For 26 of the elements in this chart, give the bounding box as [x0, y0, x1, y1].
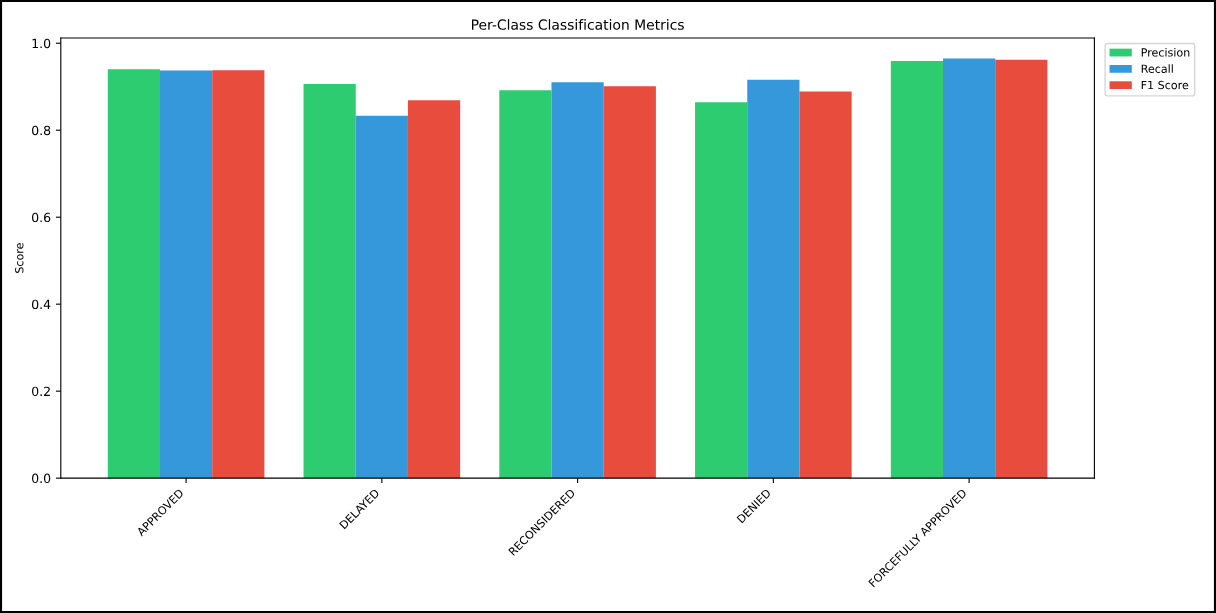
chart-title: Per-Class Classification Metrics	[472, 19, 684, 30]
bar	[890, 61, 944, 479]
legend-label: F1 Score	[1141, 80, 1189, 90]
bar	[695, 102, 748, 479]
bar	[407, 100, 461, 479]
bar	[499, 90, 552, 479]
bar	[995, 59, 1048, 479]
y-tick-label: 0.8	[32, 125, 51, 136]
bar	[943, 58, 996, 479]
legend-label: Precision	[1141, 48, 1190, 57]
y-axis-title: Score	[15, 243, 24, 273]
bar	[107, 69, 160, 479]
y-tick-label: 0.0	[32, 473, 51, 484]
y-tick-label: 0.2	[32, 386, 50, 397]
bar	[747, 79, 800, 479]
bar	[303, 84, 356, 479]
legend-label: Recall	[1141, 64, 1173, 73]
bar	[159, 70, 213, 479]
bar	[603, 86, 656, 479]
bar	[212, 70, 265, 479]
bar	[551, 82, 604, 479]
bar	[355, 115, 408, 479]
y-tick-label: 0.6	[32, 212, 51, 223]
y-tick-label: 0.4	[32, 299, 51, 310]
bar	[799, 91, 852, 479]
y-tick-label: 1.0	[32, 38, 51, 49]
